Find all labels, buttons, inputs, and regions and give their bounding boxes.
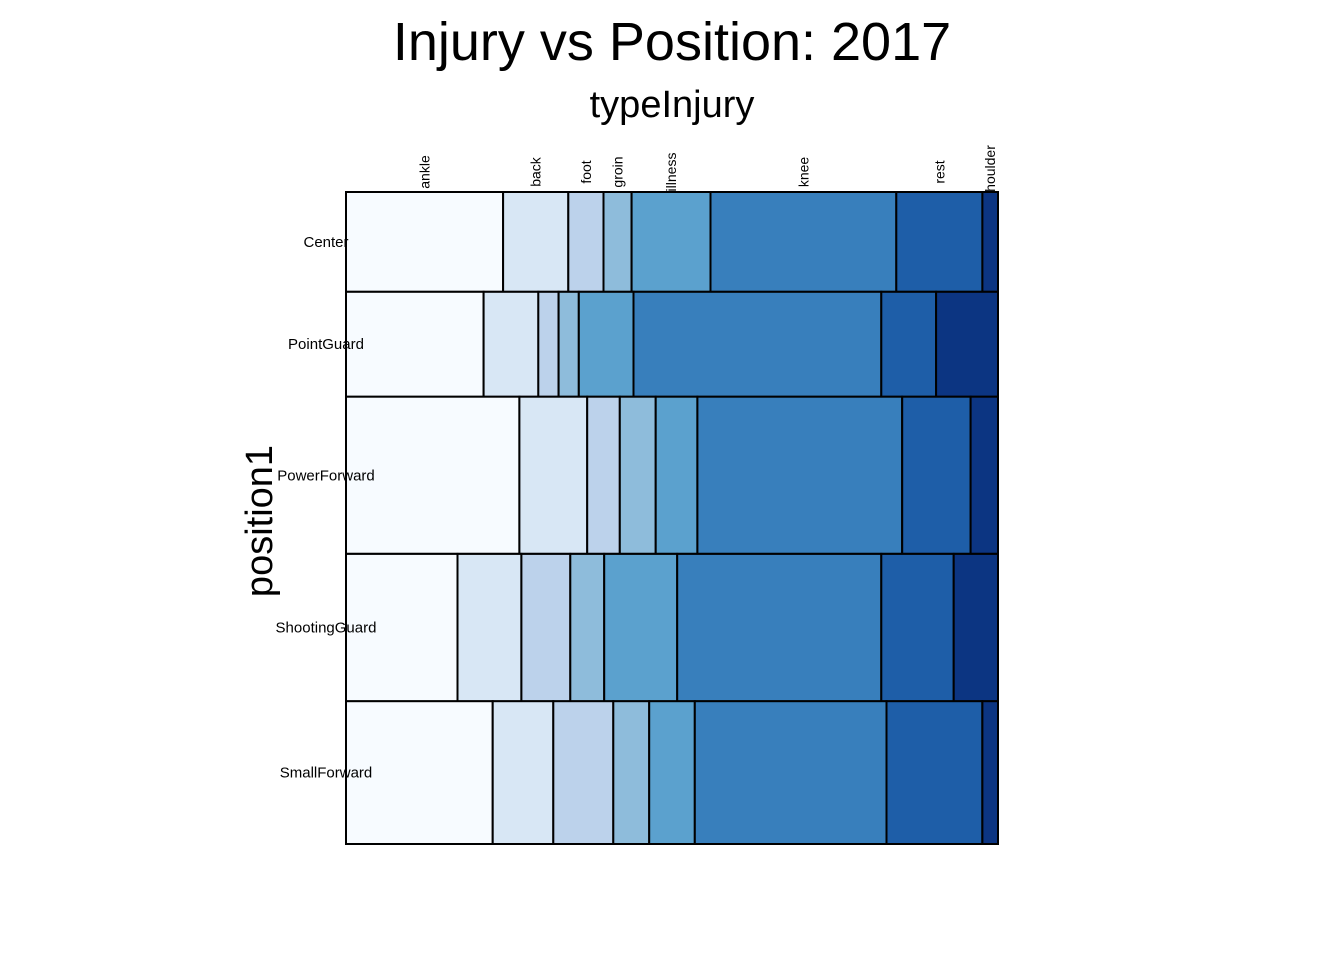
- row-label-center: Center: [303, 234, 348, 251]
- mosaic-cell-shootingguard-illness: [603, 552, 679, 703]
- mosaic-cell-shootingguard-rest: [880, 552, 955, 703]
- mosaic-cell-powerforward-illness: [654, 395, 699, 555]
- row-label-shootingguard: ShootingGuard: [276, 620, 377, 637]
- mosaic-cell-pointguard-back: [482, 290, 540, 398]
- column-label-back: back: [528, 156, 544, 187]
- mosaic-cell-pointguard-foot: [537, 290, 560, 398]
- mosaic-cell-shootingguard-back: [456, 552, 523, 703]
- chart-title: Injury vs Position: 2017: [393, 12, 951, 72]
- column-label-illness: illness: [663, 153, 679, 192]
- column-label-groin: groin: [610, 156, 626, 187]
- mosaic-cell-shootingguard-foot: [520, 552, 572, 703]
- mosaic-cell-powerforward-shoulder: [969, 395, 999, 555]
- x-axis-title: typeInjury: [590, 84, 755, 126]
- column-label-foot: foot: [578, 160, 594, 183]
- mosaic-cell-powerforward-knee: [696, 395, 904, 555]
- mosaic-cell-center-ankle: [345, 191, 505, 293]
- column-label-shoulder: shoulder: [982, 145, 998, 199]
- mosaic-cell-smallforward-rest: [885, 700, 984, 846]
- mosaic-cell-pointguard-ankle: [345, 290, 485, 398]
- mosaic-cell-smallforward-foot: [552, 700, 615, 846]
- mosaic-cell-smallforward-shoulder: [981, 700, 1000, 846]
- row-label-powerforward: PowerForward: [277, 467, 375, 484]
- y-axis-title: position1: [239, 445, 281, 597]
- mosaic-cell-shootingguard-groin: [569, 552, 606, 703]
- mosaic-cell-smallforward-groin: [612, 700, 651, 846]
- mosaic-cell-shootingguard-knee: [676, 552, 883, 703]
- mosaic-cell-powerforward-rest: [901, 395, 972, 555]
- mosaic-cell-smallforward-illness: [648, 700, 696, 846]
- column-tick-labels: ankle back foot groin illness knee rest shoulde…: [417, 145, 999, 199]
- mosaic-cell-pointguard-illness: [577, 290, 635, 398]
- mosaic-cell-pointguard-shoulder: [935, 290, 999, 398]
- mosaic-cell-center-rest: [895, 191, 984, 293]
- mosaic-cell-center-groin: [602, 191, 633, 293]
- mosaic-cell-pointguard-groin: [557, 290, 580, 398]
- mosaic-cell-pointguard-rest: [880, 290, 938, 398]
- mosaic-cells: [345, 191, 1000, 846]
- mosaic-cell-smallforward-ankle: [345, 700, 494, 846]
- column-label-rest: rest: [931, 160, 947, 183]
- mosaic-cell-powerforward-foot: [586, 395, 621, 555]
- row-label-pointguard: PointGuard: [288, 336, 364, 353]
- mosaic-cell-center-foot: [567, 191, 605, 293]
- mosaic-cell-smallforward-knee: [693, 700, 888, 846]
- column-label-knee: knee: [795, 157, 811, 188]
- row-labels: Center PointGuard PowerForward ShootingGuar…: [276, 234, 377, 782]
- mosaic-cell-powerforward-groin: [618, 395, 657, 555]
- column-label-ankle: ankle: [417, 155, 433, 189]
- row-label-smallforward: SmallForward: [280, 765, 373, 782]
- mosaic-cell-center-shoulder: [981, 191, 1000, 293]
- mosaic-cell-pointguard-knee: [632, 290, 883, 398]
- mosaic-cell-center-knee: [709, 191, 898, 293]
- mosaic-cell-powerforward-ankle: [345, 395, 521, 555]
- mosaic-cell-center-back: [502, 191, 570, 293]
- mosaic-cell-smallforward-back: [491, 700, 555, 846]
- mosaic-cell-shootingguard-ankle: [345, 552, 459, 703]
- mosaic-cell-shootingguard-shoulder: [952, 552, 1000, 703]
- mosaic-cell-center-illness: [630, 191, 712, 293]
- mosaic-cell-powerforward-back: [518, 395, 589, 555]
